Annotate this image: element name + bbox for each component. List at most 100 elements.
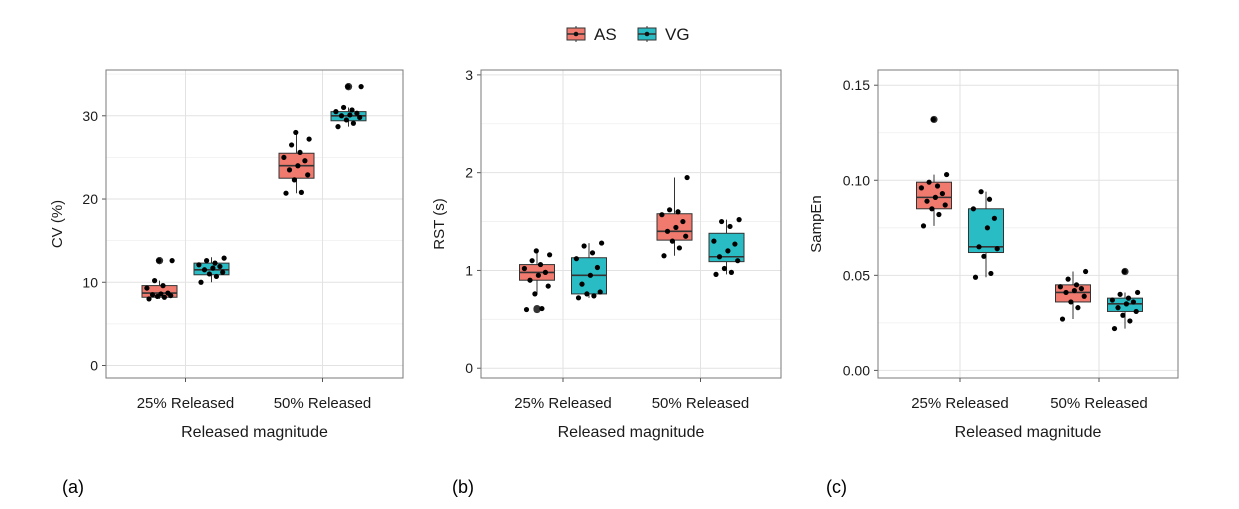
- data-point: [295, 163, 301, 169]
- data-point: [934, 183, 941, 189]
- outlier-point: [533, 304, 541, 313]
- data-point: [283, 190, 289, 196]
- box-as-25: [141, 257, 178, 302]
- data-point: [529, 258, 535, 264]
- data-point: [338, 113, 345, 119]
- data-point: [573, 256, 580, 262]
- data-point: [1075, 305, 1081, 311]
- data-point: [727, 223, 733, 230]
- legend: AS VG: [566, 25, 690, 44]
- data-point: [196, 262, 202, 268]
- data-point: [349, 107, 355, 113]
- data-point: [532, 291, 538, 297]
- y-tick-label: 20: [82, 191, 98, 207]
- data-point: [1057, 284, 1063, 290]
- data-point: [291, 177, 297, 183]
- x-axis-title: Released magnitude: [181, 424, 328, 441]
- data-point: [942, 202, 948, 208]
- data-point: [542, 269, 549, 275]
- data-point: [201, 267, 208, 273]
- data-point: [732, 241, 738, 247]
- data-point: [972, 274, 979, 280]
- data-point: [206, 271, 212, 277]
- data-point: [156, 258, 162, 264]
- data-point: [1063, 289, 1069, 296]
- x-tick-label: 50% Released: [274, 395, 372, 412]
- panel-label: (b): [452, 477, 474, 497]
- data-point: [581, 243, 587, 249]
- data-point: [1127, 318, 1133, 324]
- y-axis-title: CV (%): [49, 200, 66, 248]
- data-point: [676, 245, 683, 251]
- data-point: [599, 240, 605, 246]
- data-point: [1120, 312, 1126, 318]
- data-point: [591, 293, 597, 299]
- y-tick-label: 0.15: [843, 77, 870, 93]
- data-point: [302, 158, 308, 164]
- data-point: [1123, 301, 1129, 307]
- data-point: [920, 223, 927, 229]
- data-point: [1071, 287, 1077, 294]
- data-point: [347, 112, 353, 118]
- box-vg-50: [1107, 267, 1143, 332]
- data-point: [680, 218, 686, 225]
- data-point: [350, 120, 356, 126]
- data-point: [728, 269, 735, 275]
- data-point: [297, 149, 303, 156]
- data-point: [675, 209, 681, 215]
- data-point: [210, 265, 216, 271]
- x-axis-title: Released magnitude: [955, 424, 1102, 441]
- box-as-25: [519, 248, 555, 314]
- data-point: [587, 272, 594, 278]
- data-point: [152, 278, 158, 284]
- y-tick-label: 0.10: [843, 172, 870, 188]
- x-tick-label: 50% Released: [1050, 395, 1148, 412]
- data-point: [212, 260, 218, 266]
- data-point: [1065, 276, 1071, 282]
- data-point: [527, 277, 533, 283]
- data-point: [343, 117, 349, 123]
- data-point: [539, 305, 545, 312]
- data-point: [345, 84, 351, 90]
- data-point: [711, 238, 717, 244]
- data-point: [683, 233, 689, 239]
- data-point: [333, 109, 339, 115]
- y-tick-label: 1: [465, 262, 473, 278]
- data-point: [1081, 293, 1087, 299]
- data-point: [939, 190, 946, 197]
- data-point: [220, 269, 226, 275]
- y-axis-title: RST (s): [431, 198, 448, 249]
- data-point: [533, 248, 539, 254]
- box-vg-25: [968, 189, 1004, 280]
- data-point: [1073, 282, 1080, 288]
- legend-key-dot: [644, 31, 650, 37]
- chart-panel-b: 0 1 2 3 25% Released 50% Released Released mag…: [431, 67, 782, 497]
- data-point: [664, 228, 671, 234]
- box-as-25: [916, 115, 952, 229]
- chart-panel-c: 0.00 0.05 0.10 0.15 25% Released 50% Released…: [808, 69, 1179, 497]
- data-point: [213, 273, 219, 280]
- y-tick-label: 3: [465, 67, 473, 83]
- y-tick-label: 2: [465, 165, 473, 181]
- y-tick-label: 0: [90, 358, 98, 374]
- box-vg-25: [571, 240, 607, 301]
- x-tick-label: 50% Released: [652, 395, 750, 412]
- data-point: [719, 218, 725, 225]
- data-point: [1078, 286, 1084, 292]
- data-point: [547, 252, 553, 258]
- data-point: [713, 271, 719, 277]
- data-point: [354, 110, 360, 116]
- data-point: [926, 179, 932, 185]
- data-point: [981, 253, 987, 259]
- data-point: [1111, 325, 1118, 332]
- data-point: [684, 174, 690, 181]
- data-point: [149, 292, 156, 298]
- data-point: [198, 279, 204, 285]
- legend-label-vg: VG: [665, 25, 690, 44]
- data-point: [158, 291, 164, 297]
- data-point: [936, 211, 942, 218]
- data-point: [1121, 268, 1127, 275]
- data-point: [358, 84, 364, 90]
- data-point: [357, 114, 363, 121]
- data-point: [335, 124, 341, 130]
